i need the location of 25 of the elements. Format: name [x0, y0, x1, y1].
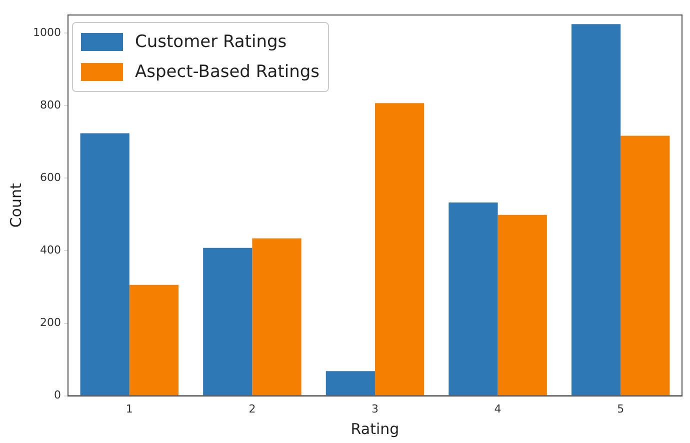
- x-axis-title: Rating: [350, 420, 400, 438]
- y-tick-label: 400: [40, 244, 61, 257]
- x-tick-label: 4: [494, 402, 502, 416]
- x-tick-label: 2: [248, 402, 256, 416]
- bar: [129, 284, 179, 396]
- y-tick-label: 0: [54, 388, 61, 402]
- bar: [620, 136, 670, 396]
- x-tick-label: 1: [126, 402, 133, 416]
- bar: [203, 248, 252, 396]
- bar: [374, 103, 424, 396]
- bar: [252, 238, 302, 396]
- bar: [80, 133, 130, 396]
- y-tick-label: 200: [40, 316, 61, 330]
- x-tick-label: 3: [371, 402, 378, 416]
- legend-label: Aspect-Based Ratings: [135, 62, 320, 82]
- y-tick-label: 1000: [32, 26, 61, 39]
- y-tick-label: 600: [40, 171, 61, 184]
- bar: [448, 202, 498, 396]
- bar: [326, 371, 375, 396]
- x-tick-label: 5: [617, 402, 624, 416]
- bar: [498, 214, 547, 396]
- legend-label: Customer Ratings: [135, 32, 287, 52]
- y-axis-title: Count: [6, 183, 25, 228]
- y-tick-label: 800: [40, 98, 61, 112]
- bar: [571, 24, 621, 396]
